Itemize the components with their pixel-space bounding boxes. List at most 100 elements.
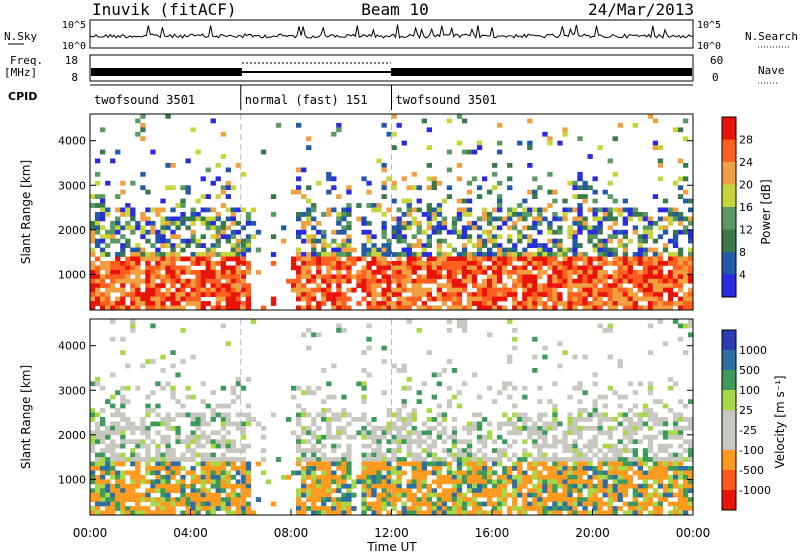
heatmap-cell [652,399,659,404]
heatmap-cell [451,417,458,422]
heatmap-cell [441,283,448,289]
heatmap-cell [245,479,252,485]
heatmap-cell [431,212,437,217]
colorbar-swatch [722,162,736,185]
heatmap-cell [688,238,694,244]
heatmap-cell [150,501,156,507]
heatmap-cell [240,492,247,498]
heatmap-cell [301,506,307,511]
heatmap-cell [522,212,528,217]
heatmap-cell [240,483,247,489]
heatmap-cell [406,421,412,427]
heatmap-cell [200,430,206,436]
heatmap-cell [456,506,463,511]
heatmap-cell [130,212,136,217]
heatmap-cell [537,301,543,306]
heatmap-cell [346,461,352,467]
heatmap-cell [175,461,181,467]
heatmap-cell [321,292,327,297]
heatmap-cell [542,479,548,485]
heatmap-cell [637,381,643,387]
heatmap-cell [677,506,684,511]
heatmap-cell [406,207,412,213]
heatmap-cell [245,292,252,297]
heatmap-cell [110,492,116,498]
heatmap-cell [688,229,694,235]
heatmap-cell [331,479,337,485]
heatmap-cell [416,501,422,507]
heatmap-cell [155,474,161,480]
heatmap-cell [220,269,226,275]
heatmap-cell [351,274,357,280]
heatmap-cell [597,145,603,150]
heatmap-cell [451,301,458,306]
heatmap-cell [155,265,161,271]
heatmap-cell [240,510,247,516]
colorbar-swatch [722,252,736,275]
heatmap-cell [366,452,372,458]
heatmap-cell [245,417,252,422]
heatmap-cell [270,412,277,418]
heatmap-cell [622,510,628,516]
heatmap-cell [502,483,508,489]
heatmap-cell [542,305,548,311]
heatmap-cell [326,434,332,440]
heatmap-cell [170,234,176,240]
heatmap-cell [411,283,417,289]
heatmap-cell [683,350,689,355]
heatmap-cell [632,412,638,418]
x-tick-label: 00:00 [676,526,711,540]
heatmap-cell [336,296,342,302]
heatmap-cell [341,216,347,222]
heatmap-cell [406,461,412,467]
heatmap-cell [160,216,166,222]
heatmap-cell [451,501,458,507]
heatmap-cell [507,212,513,217]
heatmap-cell [532,461,538,467]
heatmap-cell [411,474,417,480]
heatmap-cell [155,452,161,458]
heatmap-cell [537,470,543,476]
heatmap-cell [552,492,558,498]
heatmap-cell [416,198,422,204]
heatmap-cell [190,216,196,222]
heatmap-cell [446,283,453,289]
heatmap-cell [522,470,528,476]
heatmap-cell [175,234,181,240]
heatmap-cell [110,301,116,306]
heatmap-cell [416,443,422,449]
heatmap-cell [557,283,563,289]
heatmap-cell [532,176,538,182]
heatmap-cell [95,274,101,280]
heatmap-cell [617,122,623,128]
heatmap-cell [597,278,603,284]
heatmap-cell [110,488,116,494]
power-heatmap [90,114,694,311]
heatmap-cell [562,247,568,253]
heatmap-cell [105,430,111,436]
heatmap-cell [381,225,387,231]
heatmap-cell [587,412,593,418]
heatmap-cell [95,216,101,222]
heatmap-cell [215,229,221,235]
heatmap-cell [180,216,186,222]
heatmap-cell [361,461,367,467]
heatmap-cell [446,269,453,275]
heatmap-cell [622,425,628,431]
heatmap-cell [100,434,106,440]
heatmap-cell [466,212,473,217]
heatmap-cell [622,278,628,284]
heatmap-cell [245,403,252,409]
heatmap-cell [376,448,382,453]
heatmap-cell [95,474,101,480]
heatmap-cell [476,434,483,440]
heatmap-cell [195,439,201,445]
heatmap-cell [572,216,578,222]
heatmap-cell [326,171,332,177]
heatmap-cell [627,425,633,431]
heatmap-cell [115,207,121,213]
heatmap-cell [657,448,664,453]
heatmap-cell [210,479,216,485]
heatmap-cell [602,212,608,217]
